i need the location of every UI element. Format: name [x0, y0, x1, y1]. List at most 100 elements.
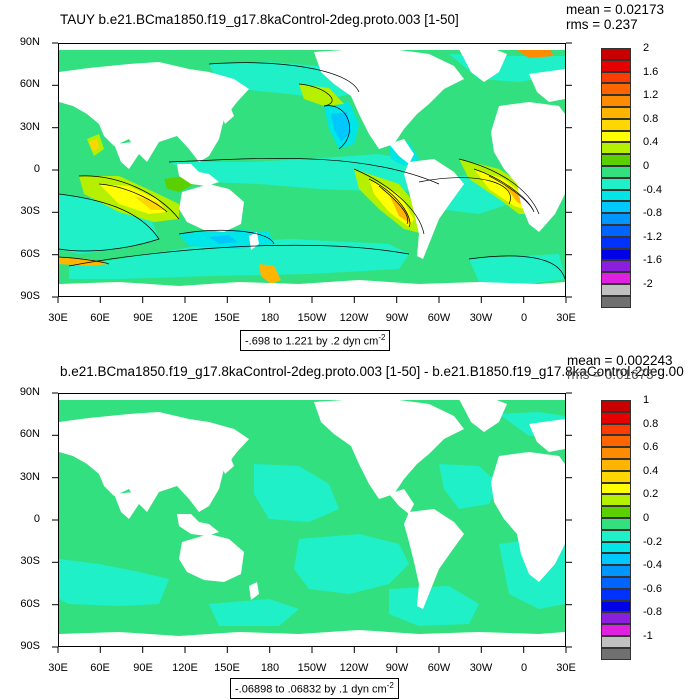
- positive-stress-regions: [59, 48, 554, 284]
- colorbar-label: 0.8: [643, 417, 659, 430]
- colorbar-label: 0.4: [643, 464, 659, 477]
- colorbar-swatch: [601, 612, 631, 625]
- colorbar-label: 2: [643, 42, 650, 54]
- colorbar-label: 0: [643, 512, 650, 524]
- bottom-lon-label: 30E: [556, 662, 576, 674]
- top-lat-label-30n: 30N: [19, 121, 40, 133]
- colorbar-label: 0.8: [643, 112, 659, 125]
- bottom-lon-label: 180: [260, 662, 280, 674]
- bottom-lon-label: 90E: [133, 662, 153, 674]
- colorbar-label: -1.2: [643, 230, 662, 243]
- top-lon-label: 120W: [339, 312, 369, 324]
- colorbar-swatch: [601, 624, 631, 636]
- colorbar-swatch: [601, 494, 631, 507]
- colorbar-swatch: [601, 295, 631, 308]
- colorbar-label: 0: [643, 160, 650, 172]
- bottom-lat-label-30s: 30S: [20, 555, 40, 567]
- colorbar-swatch: [601, 411, 631, 424]
- top-lat-label-90n: 90N: [19, 36, 40, 48]
- land-masses: [59, 394, 565, 646]
- land-masses: [59, 44, 565, 296]
- strongly-negative-regions: [209, 112, 351, 244]
- colorbar-swatch: [601, 447, 631, 459]
- top-lon-label: 90W: [385, 312, 409, 324]
- top-lat-label-0: 0: [33, 163, 40, 175]
- top-lon-label: 150W: [297, 312, 327, 324]
- bottom-lat-label-30n: 30N: [19, 471, 40, 483]
- bottom-rms-label: rms = 0.01675: [567, 367, 654, 382]
- top-lon-label: 30W: [469, 312, 493, 324]
- colorbar-swatch: [601, 529, 631, 542]
- bottom-lat-label-0: 0: [33, 513, 40, 525]
- top-lon-label: 30E: [48, 312, 68, 324]
- colorbar-label: -1.6: [643, 254, 662, 267]
- top-contour-info: -.698 to 1.221 by .2 dyn cm-2: [240, 330, 391, 351]
- colorbar-label: -2: [643, 278, 653, 290]
- colorbar-swatch: [601, 272, 631, 284]
- bottom-lon-label: 60E: [90, 662, 110, 674]
- colorbar-swatch: [601, 71, 631, 84]
- bottom-lon-label: 60W: [427, 662, 451, 674]
- colorbar-swatch: [601, 541, 631, 554]
- bottom-lon-label: 30E: [48, 662, 68, 674]
- colorbar-label: 1.2: [643, 89, 659, 102]
- bottom-lon-label: 90W: [385, 662, 409, 674]
- top-map-svg: [59, 44, 565, 296]
- bottom-lat-label-60s: 60S: [20, 598, 40, 610]
- colorbar-swatch: [601, 459, 631, 471]
- bottom-map-panel: b.e21.BCma1850.f19_g17.8kaControl-2deg.p…: [0, 350, 700, 700]
- colorbar-label: -1: [643, 630, 653, 642]
- colorbar-swatch: [601, 435, 631, 448]
- colorbar-swatch: [601, 284, 631, 296]
- bottom-contour-info-text: -.06898 to .06832 by .1 dyn cm: [235, 683, 387, 696]
- colorbar-swatch: [601, 506, 631, 518]
- colorbar-swatch: [601, 177, 631, 190]
- top-lon-label: 120E: [172, 312, 198, 324]
- colorbar-label: 0.6: [643, 441, 659, 454]
- colorbar-label: -0.6: [643, 582, 662, 595]
- colorbar-swatch: [601, 248, 631, 261]
- colorbar-label: -0.8: [643, 606, 662, 619]
- top-contour-info-text: -.698 to 1.221 by .2 dyn cm: [245, 335, 379, 348]
- colorbar-swatch: [601, 236, 631, 249]
- bottom-lon-label: 0: [520, 662, 528, 674]
- top-lon-label: 90E: [133, 312, 153, 324]
- bottom-contour-info: -.06898 to .06832 by .1 dyn cm-2: [230, 678, 399, 699]
- colorbar-swatch: [601, 577, 631, 589]
- top-lat-label-90s: 90S: [20, 290, 40, 302]
- colorbar-swatch: [601, 553, 631, 566]
- top-lat-label-60n: 60N: [19, 78, 40, 90]
- colorbar-label: 0.2: [643, 488, 659, 501]
- top-map-plot: [58, 43, 566, 297]
- colorbar-swatch: [601, 400, 631, 412]
- colorbar-swatch: [601, 518, 631, 530]
- bottom-lon-label: 120W: [339, 662, 369, 674]
- colorbar-label: -0.8: [643, 207, 662, 220]
- top-lon-label: 30E: [556, 312, 576, 324]
- colorbar-swatch: [601, 225, 631, 237]
- colorbar-label: 0.4: [643, 136, 659, 149]
- top-lon-label: 60W: [427, 312, 451, 324]
- top-lon-label: 180: [260, 312, 280, 324]
- colorbar-swatch: [601, 142, 631, 155]
- bottom-lat-label-90n: 90N: [19, 386, 40, 398]
- colorbar-swatch: [601, 154, 631, 166]
- bottom-lon-label: 30W: [469, 662, 493, 674]
- colorbar-swatch: [601, 59, 631, 72]
- top-lon-label: 0: [520, 312, 528, 324]
- top-lon-label: 150E: [214, 312, 240, 324]
- bottom-contour-info-exp: -2: [386, 681, 394, 690]
- bottom-lat-label-90s: 90S: [20, 640, 40, 652]
- colorbar-swatch: [601, 166, 631, 178]
- top-map-title: TAUY b.e21.BCma1850.f19_g17.8kaControl-2…: [60, 12, 459, 27]
- colorbar-swatch: [601, 118, 631, 131]
- top-lat-label-30s: 30S: [20, 205, 40, 217]
- bottom-lat-label-60n: 60N: [19, 428, 40, 440]
- colorbar-label: 1: [643, 394, 650, 406]
- colorbar-swatch: [601, 201, 631, 214]
- colorbar-swatch: [601, 482, 631, 495]
- bottom-map-title: b.e21.BCma1850.f19_g17.8kaControl-2deg.p…: [60, 364, 684, 379]
- bottom-lon-label: 150E: [214, 662, 240, 674]
- colorbar-label: -0.2: [643, 535, 662, 548]
- colorbar-swatch: [601, 636, 631, 648]
